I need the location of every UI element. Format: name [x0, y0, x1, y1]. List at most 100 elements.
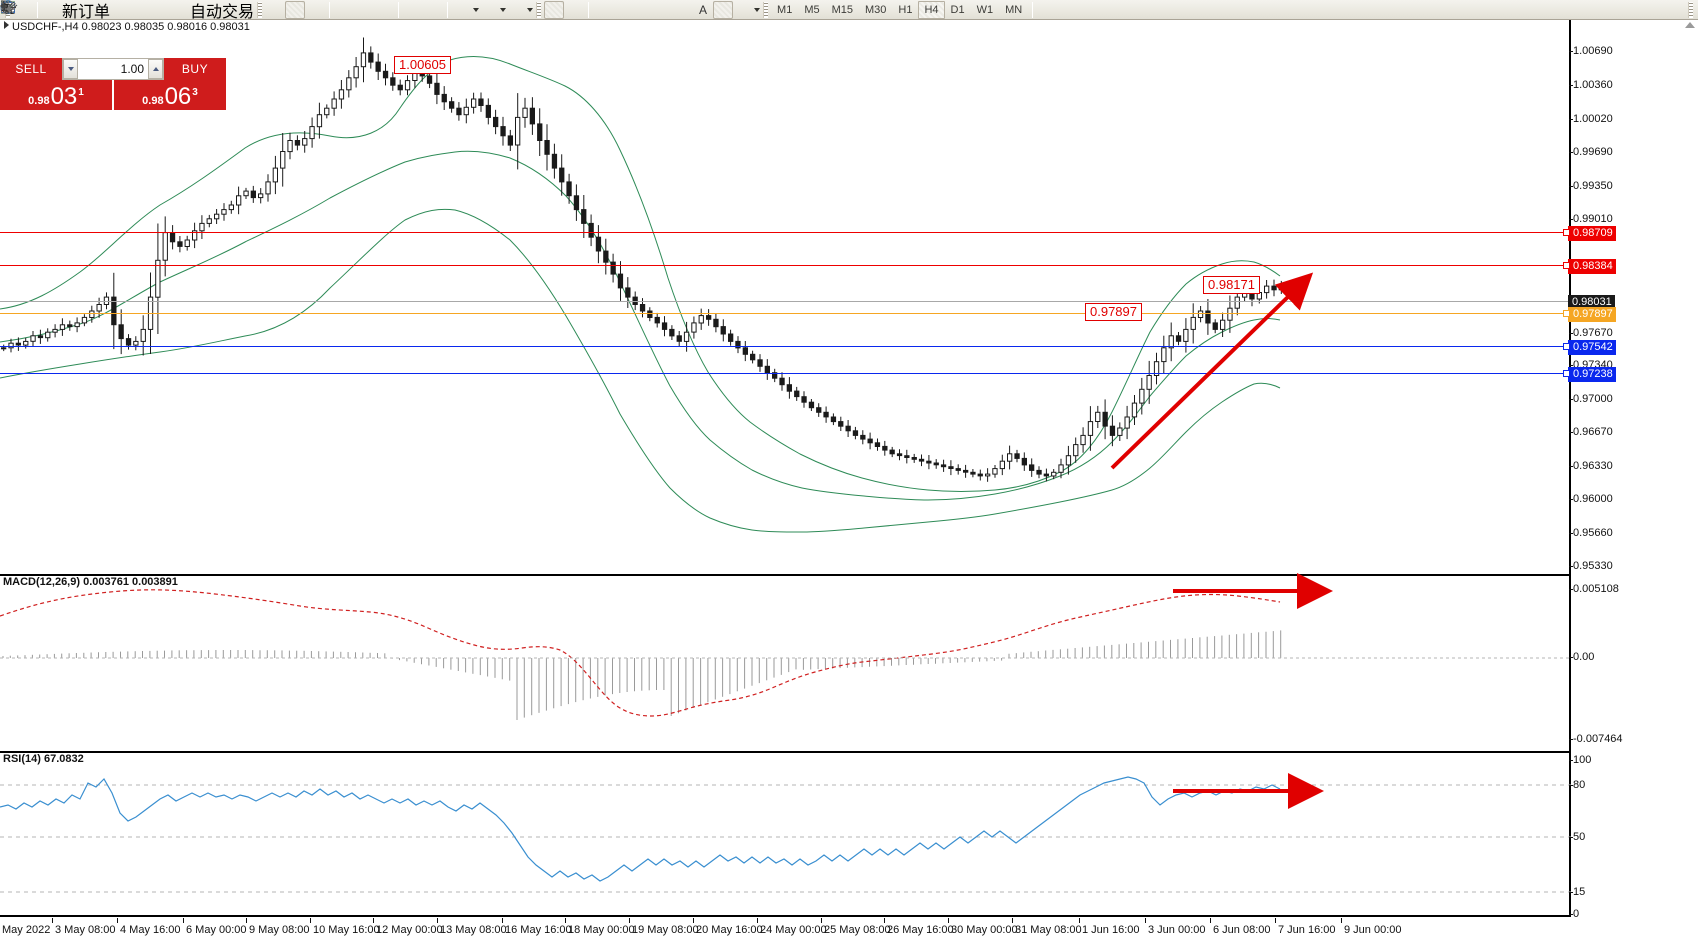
pivot-level-label[interactable]: 0.97897 [1085, 303, 1142, 321]
shapes-icon[interactable] [0, 1, 753, 19]
line-chart-icon[interactable] [1, 1, 325, 19]
level-handle[interactable] [1563, 229, 1570, 236]
shift-chart-icon[interactable] [1, 1, 423, 19]
toolbar-grip-2[interactable] [257, 1, 263, 18]
buy-price[interactable]: 0.98 06 3 [114, 80, 226, 110]
macd-axis[interactable]: 0.005108 0.00 -0.007464 [1568, 576, 1698, 752]
auto-scroll-icon[interactable] [1, 1, 443, 19]
candle-body [265, 181, 271, 195]
horizontal-line-icon[interactable] [2, 1, 633, 19]
price-pane-drawings[interactable] [0, 20, 1571, 574]
timeframe-h1[interactable]: H1 [898, 3, 913, 16]
price-pill-pivot[interactable]: 0.97897 [1563, 307, 1616, 322]
target-label[interactable]: 0.98171 [1203, 276, 1260, 294]
one-click-trading-panel[interactable]: SELL 1.00 BUY 0.98 03 1 0.98 06 3 [0, 58, 226, 110]
expert-advisor-icon[interactable] [1, 1, 130, 19]
sell-price[interactable]: 0.98 03 1 [0, 80, 112, 110]
toolbar-grip-3[interactable] [536, 1, 542, 18]
chart-collapse-icon[interactable] [4, 21, 9, 29]
vertical-line-icon[interactable] [5, 1, 613, 19]
level-handle[interactable] [1563, 370, 1570, 377]
candle-body [581, 209, 587, 224]
data-center-icon[interactable] [0, 1, 150, 19]
pane-separator-rsi [0, 751, 1571, 753]
text-label-icon[interactable]: A [699, 2, 708, 17]
price-pill-support-2[interactable]: 0.97238 [1563, 367, 1616, 382]
level-line-pivot[interactable] [0, 313, 1573, 314]
toolbar-separator-2 [329, 1, 331, 18]
time-axis[interactable]: May 2022 3 May 08:00 4 May 16:00 6 May 00:0… [0, 918, 1571, 940]
candle-body [940, 464, 947, 468]
timeframe-w1[interactable]: W1 [976, 3, 994, 16]
cursor-select-icon[interactable] [1, 0, 565, 19]
equidistant-channel-icon[interactable]: E [2, 1, 673, 19]
macd-title: MACD(12,26,9) 0.003761 0.003891 [1, 576, 180, 588]
bar-chart-icon[interactable] [1, 1, 285, 19]
timeframe-m30[interactable]: M30 [865, 3, 887, 16]
volume-stepper[interactable]: 1.00 [62, 58, 164, 80]
volume-input[interactable]: 1.00 [78, 59, 148, 79]
rsi-axis[interactable]: 100 80 50 15 0 [1568, 753, 1698, 920]
period-dropdown-caret[interactable] [500, 7, 507, 12]
level-line-support-2[interactable] [0, 373, 1573, 374]
time-tick [565, 918, 566, 923]
price-pill-resistance-2[interactable]: 0.98384 [1563, 259, 1616, 274]
zoom-in-icon[interactable] [1, 0, 354, 19]
add-indicator-icon[interactable] [1, 1, 472, 19]
level-handle[interactable] [1563, 262, 1570, 269]
candle-body [706, 315, 712, 320]
shapes-dropdown-caret[interactable] [754, 7, 761, 12]
timeframe-h4[interactable]: H4 [918, 0, 945, 19]
candle-body [1197, 310, 1204, 318]
rsi-tick: 0 [1568, 908, 1580, 920]
chart-window[interactable]: USDCHF-,H4 0.98023 0.98035 0.98016 0.980… [0, 20, 1698, 940]
candle-body [111, 296, 117, 326]
candle-body [272, 167, 279, 183]
level-handle[interactable] [1563, 310, 1570, 317]
candle-body [1220, 319, 1226, 330]
candle-body [683, 331, 690, 342]
swing-high-label[interactable]: 1.00605 [394, 56, 451, 74]
signals-icon[interactable] [0, 0, 170, 19]
sell-button[interactable]: SELL [0, 58, 62, 80]
buy-button[interactable]: BUY [164, 58, 226, 80]
price-tick: 0.96330 [1569, 460, 1613, 472]
timeframe-m5[interactable]: M5 [804, 3, 820, 16]
price-axis[interactable]: 1.00690 1.00360 1.00020 0.99690 0.99350 … [1563, 20, 1698, 916]
level-line-resistance-1[interactable] [0, 232, 1573, 233]
templates-icon[interactable] [1, 1, 526, 19]
timeframe-d1[interactable]: D1 [950, 3, 965, 16]
timeframe-m1[interactable]: M1 [777, 3, 793, 16]
new-order-label[interactable]: 新订单 [62, 3, 111, 21]
zoom-out-icon[interactable] [1, 0, 374, 19]
volume-increase-icon[interactable] [148, 59, 163, 79]
period-clock-icon[interactable] [1, 0, 499, 19]
level-line-resistance-2[interactable] [0, 265, 1573, 266]
auto-trading-label[interactable]: 自动交易 [190, 3, 255, 21]
level-handle[interactable] [1563, 343, 1570, 350]
fibonacci-icon[interactable]: F [2, 1, 693, 19]
toolbar-grip-5[interactable] [1688, 1, 1693, 18]
toolbar-grip-4[interactable] [763, 1, 769, 18]
candle-body [882, 445, 888, 451]
scroll-up-icon[interactable] [1685, 22, 1695, 28]
terminal-icon[interactable] [1, 1, 394, 19]
indicator-dropdown-caret[interactable] [473, 7, 480, 12]
price-pill-support-1[interactable]: 0.97542 [1563, 340, 1616, 355]
price-pane-graphics [0, 37, 1284, 533]
candle-body [1131, 402, 1138, 418]
templates-dropdown-caret[interactable] [527, 7, 534, 12]
timeframe-m15[interactable]: M15 [831, 3, 853, 16]
auto-trading-icon[interactable] [0, 1, 190, 19]
timeframe-mn[interactable]: MN [1005, 3, 1023, 16]
trend-line-icon[interactable] [2, 1, 653, 19]
volume-decrease-icon[interactable] [63, 59, 78, 79]
new-order-icon[interactable] [1, 0, 62, 19]
candlestick-chart-icon[interactable] [1, 0, 306, 19]
level-line-support-1[interactable] [0, 346, 1573, 347]
candle-body [537, 123, 543, 142]
text-object-icon[interactable]: T [1, 0, 734, 19]
candle-body [522, 107, 528, 118]
crosshair-icon[interactable] [2, 1, 584, 19]
price-pill-resistance-1[interactable]: 0.98709 [1563, 226, 1616, 241]
